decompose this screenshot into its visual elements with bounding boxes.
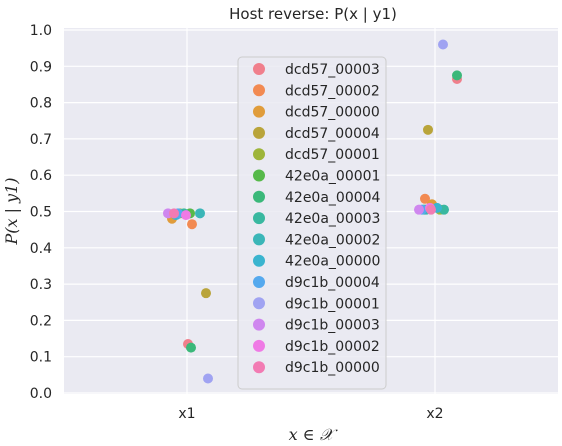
legend-marker [253, 126, 265, 139]
legend-box [237, 56, 387, 390]
data-point-42e0a_00004-x1 [186, 342, 196, 353]
legend-label: dcd57_00000 [285, 105, 380, 121]
y-tick-label: 0.3 [30, 277, 52, 293]
y-tick-label: 0.8 [30, 96, 52, 112]
legend-marker [253, 84, 265, 97]
legend-marker [253, 339, 265, 352]
legend-label: d9c1b_00001 [285, 296, 380, 312]
legend-label: dcd57_00003 [285, 62, 380, 78]
data-point-d9c1b_00001-x1 [203, 373, 213, 384]
data-point-d9c1b_00001-x2 [438, 39, 448, 50]
y-tick-label: 0.2 [30, 313, 52, 329]
y-tick-label: 1.0 [30, 23, 52, 39]
legend-label: 42e0a_00003 [285, 211, 380, 227]
chart-title: Host reverse: P(x | y1) [229, 5, 397, 23]
legend-marker [253, 190, 265, 203]
legend-marker [253, 105, 265, 118]
legend-marker [253, 63, 265, 75]
x-axis-ticks: x1 x2 [178, 406, 443, 422]
x-tick-label: x2 [426, 406, 443, 422]
data-point-d9c1b_00003-x2 [414, 204, 424, 215]
legend-marker [253, 254, 265, 267]
legend-marker [253, 361, 265, 374]
legend-label: dcd57_00004 [285, 126, 380, 142]
legend-marker [253, 233, 265, 246]
legend-label: d9c1b_00004 [285, 275, 380, 291]
legend-label: 42e0a_00000 [285, 254, 380, 270]
legend-label: d9c1b_00000 [285, 360, 380, 376]
y-tick-label: 0.9 [30, 59, 52, 75]
legend-label: dcd57_00001 [285, 147, 380, 163]
legend-label: 42e0a_00002 [285, 232, 380, 248]
legend-marker [253, 169, 265, 182]
legend-label: d9c1b_00003 [285, 318, 380, 334]
data-point-42e0a_00002-x1 [195, 208, 205, 219]
legend-label: dcd57_00002 [285, 83, 380, 99]
data-point-dcd57_00004-x1 [201, 288, 211, 299]
y-tick-label: 0.1 [30, 350, 52, 366]
data-point-d9c1b_00000-x1 [169, 208, 179, 219]
legend-marker [253, 318, 265, 331]
data-point-d9c1b_00000-x2 [426, 204, 436, 215]
data-point-dcd57_00002-x1 [187, 219, 197, 230]
y-axis-label: P(x | y1) [2, 177, 21, 245]
data-points [163, 39, 462, 384]
legend-marker [253, 148, 265, 161]
y-tick-label: 0.5 [30, 205, 52, 221]
y-tick-label: 0.4 [30, 241, 52, 257]
y-tick-label: 0.7 [30, 132, 52, 148]
x-tick-label: x1 [178, 406, 195, 422]
legend-label: 42e0a_00004 [285, 190, 381, 206]
legend-label: d9c1b_00002 [285, 339, 380, 355]
legend-marker [253, 212, 265, 225]
data-point-dcd57_00004-x2 [423, 124, 433, 135]
data-point-dcd57_00002-x2 [420, 193, 430, 204]
legend-marker [253, 297, 265, 310]
legend-label: 42e0a_00001 [285, 169, 380, 185]
y-tick-label: 0.0 [30, 386, 52, 402]
y-axis-ticks: 0.0 0.1 0.2 0.3 0.4 0.5 0.6 0.7 0.8 0.9 1.0 [30, 23, 52, 402]
legend-marker [253, 276, 265, 288]
data-point-42e0a_00004-x2 [452, 70, 462, 81]
y-tick-label: 0.6 [30, 168, 52, 184]
x-axis-label: x ∈ 𝒳 [289, 425, 339, 444]
legend: dcd57_00003 dcd57_00002 dcd57_00000 dcd57_0… [237, 56, 387, 390]
data-point-d9c1b_00002-x1 [181, 210, 191, 221]
